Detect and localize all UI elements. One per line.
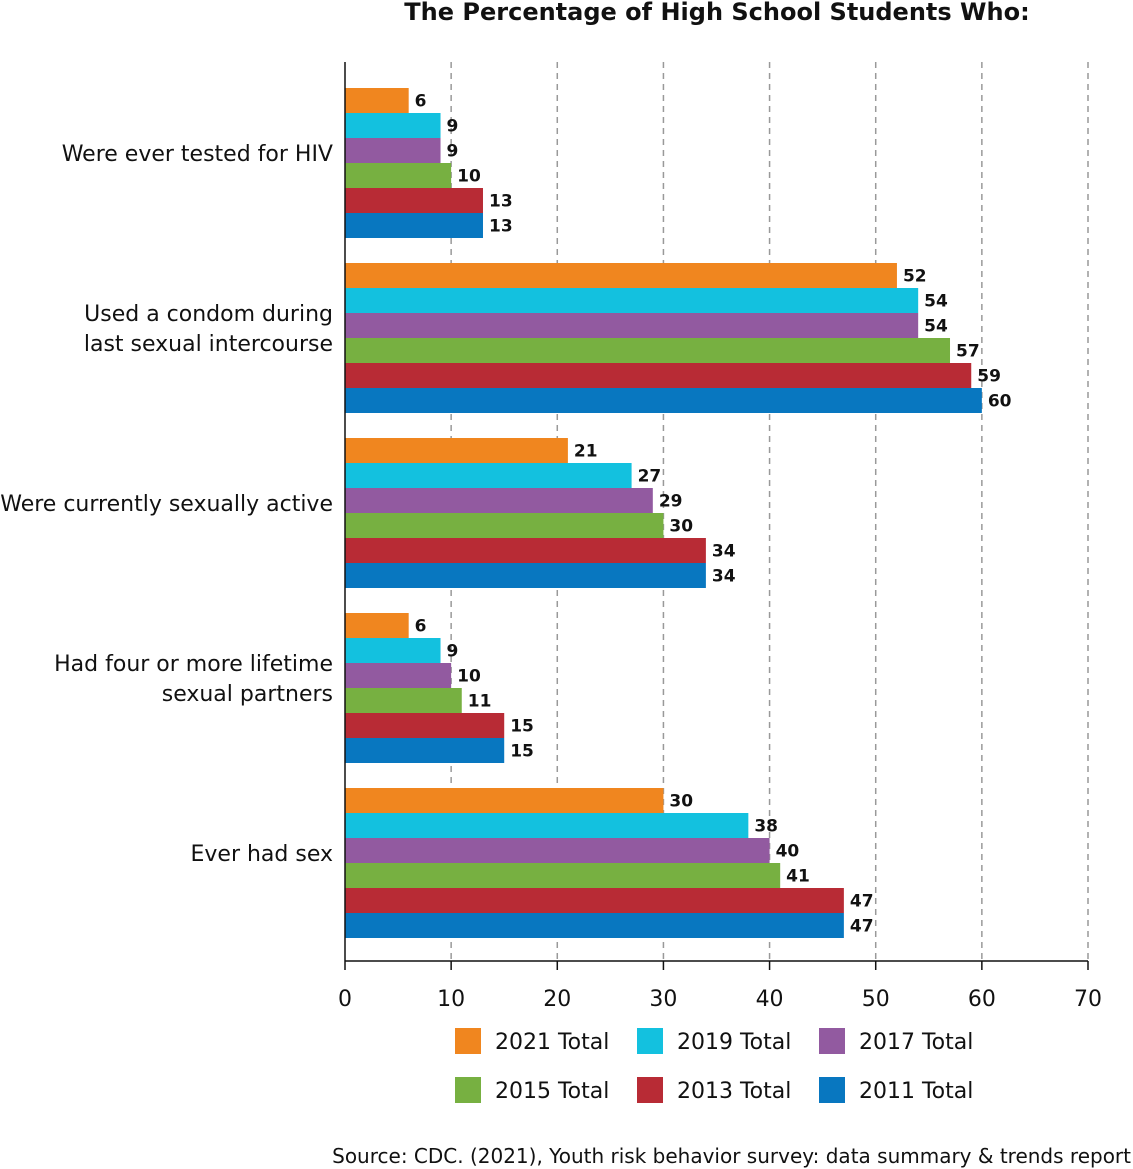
data-label: 11 bbox=[468, 692, 492, 712]
data-label: 47 bbox=[850, 892, 874, 912]
data-label: 6 bbox=[415, 617, 427, 637]
bar bbox=[345, 888, 844, 913]
x-tick-label: 10 bbox=[437, 987, 465, 1012]
data-label: 9 bbox=[447, 117, 459, 137]
data-label: 34 bbox=[712, 567, 736, 587]
legend-label: 2021 Total bbox=[495, 1030, 609, 1055]
bar bbox=[345, 438, 568, 463]
data-label: 60 bbox=[988, 392, 1012, 412]
data-label: 52 bbox=[903, 267, 927, 287]
bar bbox=[345, 188, 483, 213]
data-label: 15 bbox=[510, 717, 534, 737]
x-tick-label: 20 bbox=[543, 987, 571, 1012]
category-label: Ever had sex bbox=[190, 842, 333, 867]
category-labels: Were ever tested for HIV Used a condom du… bbox=[0, 142, 333, 867]
category-label: Were currently sexually active bbox=[0, 492, 333, 517]
bar bbox=[345, 313, 919, 338]
bar bbox=[345, 738, 505, 763]
legend-label: 2015 Total bbox=[495, 1079, 609, 1104]
bar bbox=[345, 513, 664, 538]
data-label: 6 bbox=[415, 92, 427, 112]
bar bbox=[345, 388, 982, 413]
bar bbox=[345, 113, 441, 138]
bar bbox=[345, 263, 897, 288]
data-label: 54 bbox=[924, 317, 948, 337]
bar bbox=[345, 88, 409, 113]
bar bbox=[345, 863, 781, 888]
data-label: 29 bbox=[659, 492, 683, 512]
bar bbox=[345, 613, 409, 638]
bar bbox=[345, 563, 706, 588]
bar bbox=[345, 488, 653, 513]
legend: 2021 Total 2019 Total 2017 Total 2015 Total… bbox=[455, 1028, 973, 1104]
axes: 0 10 20 30 40 50 60 70 bbox=[338, 62, 1102, 1012]
data-label: 9 bbox=[447, 142, 459, 162]
legend-swatch bbox=[637, 1077, 663, 1103]
data-label: 30 bbox=[669, 792, 693, 812]
bar bbox=[345, 713, 505, 738]
legend-label: 2017 Total bbox=[859, 1030, 973, 1055]
x-tick-label: 0 bbox=[338, 987, 352, 1012]
bar bbox=[345, 638, 441, 663]
source-note: Source: CDC. (2021), Youth risk behavior… bbox=[332, 1144, 1131, 1168]
legend-label: 2011 Total bbox=[859, 1079, 973, 1104]
x-tick-label: 40 bbox=[756, 987, 784, 1012]
data-label: 54 bbox=[924, 292, 948, 312]
data-label: 41 bbox=[786, 867, 810, 887]
category-label: sexual partners bbox=[162, 682, 333, 707]
bar bbox=[345, 913, 844, 938]
data-label: 27 bbox=[638, 467, 662, 487]
bar bbox=[345, 463, 632, 488]
data-label: 38 bbox=[754, 817, 778, 837]
bar bbox=[345, 663, 452, 688]
bar bbox=[345, 138, 441, 163]
chart-title: The Percentage of High School Students W… bbox=[404, 0, 1029, 26]
legend-swatch bbox=[819, 1077, 845, 1103]
data-label: 34 bbox=[712, 542, 736, 562]
legend-label: 2019 Total bbox=[677, 1030, 791, 1055]
legend-swatch bbox=[455, 1028, 481, 1054]
bar bbox=[345, 813, 749, 838]
data-label: 10 bbox=[457, 167, 481, 187]
bar bbox=[345, 688, 462, 713]
x-tick-label: 60 bbox=[968, 987, 996, 1012]
data-label: 21 bbox=[574, 442, 598, 462]
bar bbox=[345, 363, 972, 388]
legend-swatch bbox=[455, 1077, 481, 1103]
bar bbox=[345, 788, 664, 813]
bar bbox=[345, 538, 706, 563]
category-label: Were ever tested for HIV bbox=[62, 142, 333, 167]
legend-swatch bbox=[637, 1028, 663, 1054]
legend-label: 2013 Total bbox=[677, 1079, 791, 1104]
data-label: 40 bbox=[776, 842, 800, 862]
bar bbox=[345, 213, 483, 238]
x-tick-label: 70 bbox=[1074, 987, 1102, 1012]
x-tick-label: 30 bbox=[649, 987, 677, 1012]
data-label: 57 bbox=[956, 342, 980, 362]
data-label: 30 bbox=[669, 517, 693, 537]
category-label: last sexual intercourse bbox=[84, 332, 333, 357]
data-label: 59 bbox=[977, 367, 1001, 387]
data-label: 9 bbox=[447, 642, 459, 662]
bars: 6991013135254545759602127293034346910111… bbox=[345, 88, 1012, 938]
data-label: 10 bbox=[457, 667, 481, 687]
category-label: Used a condom during bbox=[84, 302, 333, 327]
category-label: Had four or more lifetime bbox=[54, 652, 333, 677]
x-tick-label: 50 bbox=[862, 987, 890, 1012]
bar bbox=[345, 838, 770, 863]
data-label: 15 bbox=[510, 742, 534, 762]
bar bbox=[345, 163, 452, 188]
data-label: 13 bbox=[489, 192, 513, 212]
bar bbox=[345, 288, 919, 313]
legend-swatch bbox=[819, 1028, 845, 1054]
data-label: 13 bbox=[489, 217, 513, 237]
bar bbox=[345, 338, 951, 363]
data-label: 47 bbox=[850, 917, 874, 937]
